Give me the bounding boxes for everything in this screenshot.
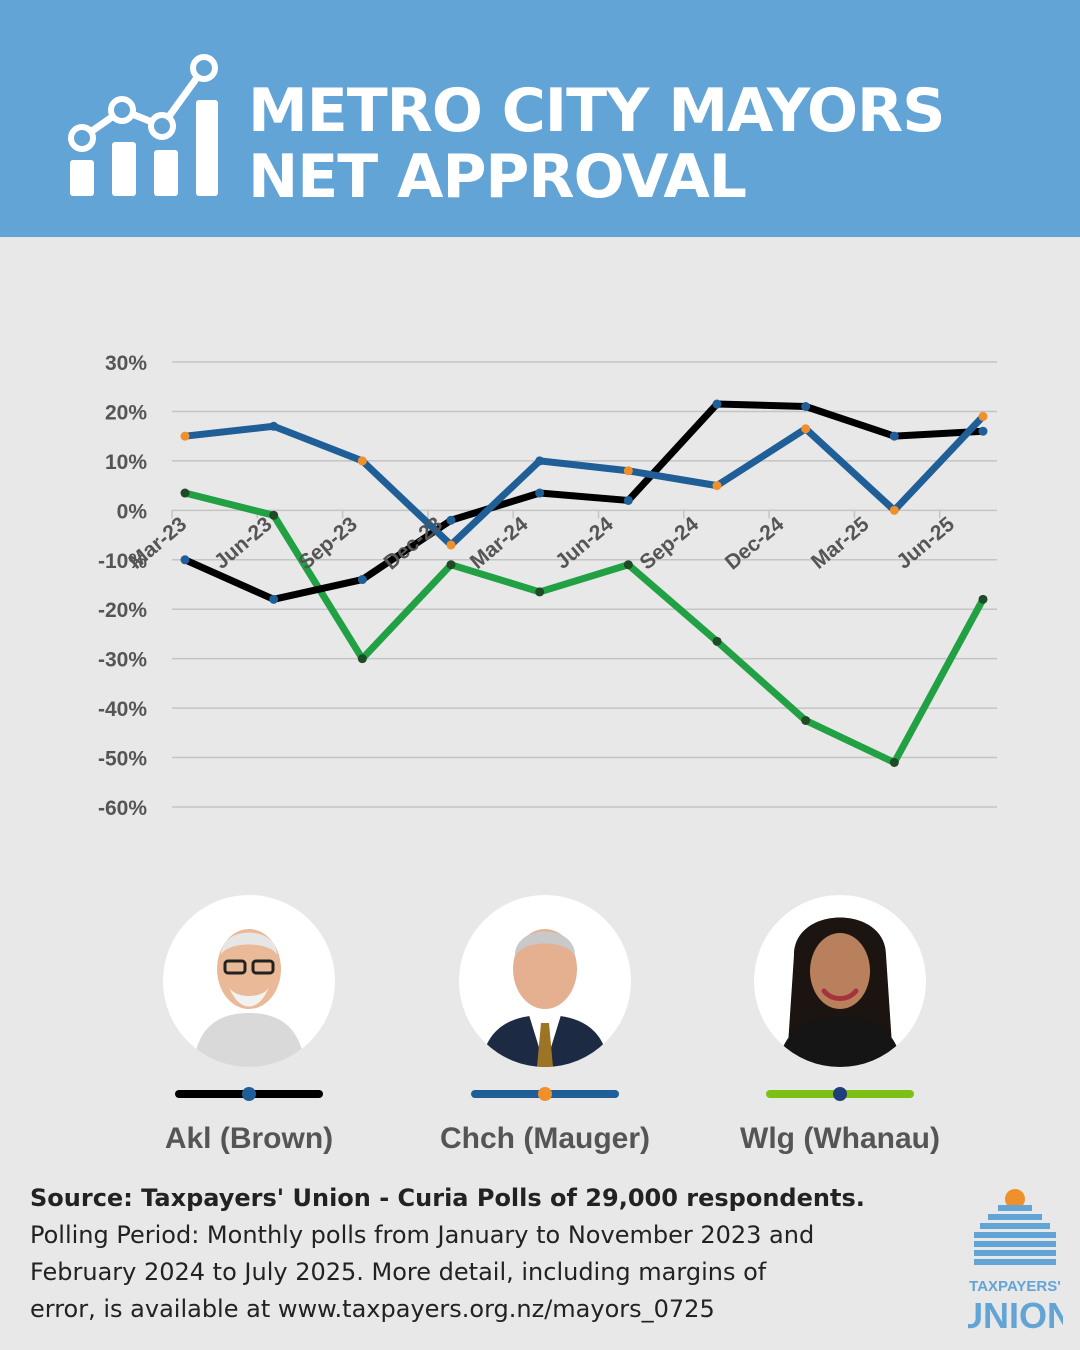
x-tick-label: Jun-24	[551, 512, 618, 573]
polling-period-line-3: error, is available at www.taxpayers.org…	[30, 1295, 715, 1323]
logo-text-2: UNION	[968, 1295, 1063, 1333]
chart-growth-icon	[68, 54, 218, 196]
data-point	[889, 431, 899, 441]
data-point	[712, 636, 722, 646]
x-tick-label: Dec-24	[721, 512, 789, 574]
avatar-wlg	[778, 917, 902, 1067]
y-tick-label: 10%	[105, 451, 147, 474]
data-point	[180, 555, 190, 565]
data-point	[180, 431, 190, 441]
y-tick-label: -60%	[98, 797, 147, 820]
header-banner: METRO CITY MAYORS NET APPROVAL	[0, 0, 1080, 237]
mayor-photo-wlg	[754, 895, 926, 1067]
data-point	[269, 594, 279, 604]
source-note: Source: Taxpayers' Union - Curia Polls o…	[30, 1180, 950, 1328]
taxpayers-union-logo: TAXPAYERS' UNION	[968, 1189, 1063, 1333]
data-point	[535, 456, 545, 466]
data-point	[269, 510, 279, 520]
data-point	[712, 481, 722, 491]
x-tick-label: Jun-23	[210, 513, 277, 574]
legend-label-wlg: Wlg (Whanau)	[740, 1122, 940, 1155]
title-line-2: NET APPROVAL	[248, 142, 747, 212]
data-point	[446, 560, 456, 570]
series-line-akl	[181, 400, 987, 603]
data-point	[535, 587, 545, 597]
data-point	[269, 421, 279, 431]
y-tick-label: -40%	[98, 698, 147, 721]
data-point	[801, 402, 811, 411]
data-point	[446, 515, 456, 525]
y-tick-label: 30%	[105, 352, 147, 375]
title-line-1: METRO CITY MAYORS	[248, 76, 945, 146]
data-point	[180, 488, 190, 498]
data-point	[357, 654, 367, 664]
series-line-chch	[181, 412, 987, 549]
mayor-photo-akl	[163, 895, 335, 1067]
mayor-photo-chch	[459, 895, 631, 1067]
data-point	[446, 540, 456, 550]
data-point	[801, 424, 811, 434]
data-point	[623, 466, 633, 476]
legend-swatch-wlg	[766, 1087, 914, 1101]
source-text: Source: Taxpayers' Union - Curia Polls o…	[30, 1184, 865, 1212]
x-tick-label: Sep-23	[294, 513, 362, 575]
data-point	[357, 456, 367, 466]
x-tick-label: Sep-24	[635, 512, 703, 574]
data-point	[889, 505, 899, 515]
data-point	[889, 758, 899, 767]
data-point	[623, 560, 633, 570]
legend-item-chch: Chch (Mauger)	[415, 895, 675, 1156]
x-tick-label: Jun-25	[892, 512, 959, 573]
avatar-akl	[193, 929, 305, 1067]
polling-period-line-2: February 2024 to July 2025. More detail,…	[30, 1258, 767, 1286]
legend-label-akl: Akl (Brown)	[164, 1122, 334, 1155]
x-tick-label: Mar-25	[807, 512, 874, 573]
net-approval-chart: 30% 20% 10% 0% -10% -20% -30% -40% -50% -60% Mar-2…	[98, 352, 997, 820]
data-point	[535, 488, 545, 498]
legend-item-wlg: Wlg (Whanau)	[710, 895, 970, 1156]
data-point	[623, 495, 633, 505]
data-point	[801, 715, 811, 725]
data-point	[978, 426, 988, 436]
legend-item-akl: Akl (Brown)	[119, 895, 379, 1156]
data-point	[357, 575, 367, 585]
data-point	[712, 399, 722, 409]
data-point	[978, 594, 988, 604]
y-tick-label: -20%	[98, 599, 147, 622]
avatar-chch	[481, 929, 609, 1067]
x-tick-label: Dec-23	[380, 513, 448, 575]
legend-swatch-akl	[175, 1087, 323, 1101]
y-tick-label: -50%	[98, 748, 147, 771]
legend-swatch-chch	[471, 1087, 619, 1101]
polling-period-line-1: Polling Period: Monthly polls from Janua…	[30, 1221, 815, 1249]
y-tick-label: 20%	[105, 401, 147, 424]
legend-label-chch: Chch (Mauger)	[440, 1122, 650, 1155]
y-tick-label: 0%	[117, 500, 148, 523]
data-point	[978, 411, 988, 421]
logo-text-1: TAXPAYERS'	[969, 1278, 1061, 1295]
page-title: METRO CITY MAYORS NET APPROVAL	[248, 76, 945, 212]
y-tick-label: -30%	[98, 649, 147, 672]
y-tick-label: -10%	[98, 550, 147, 573]
